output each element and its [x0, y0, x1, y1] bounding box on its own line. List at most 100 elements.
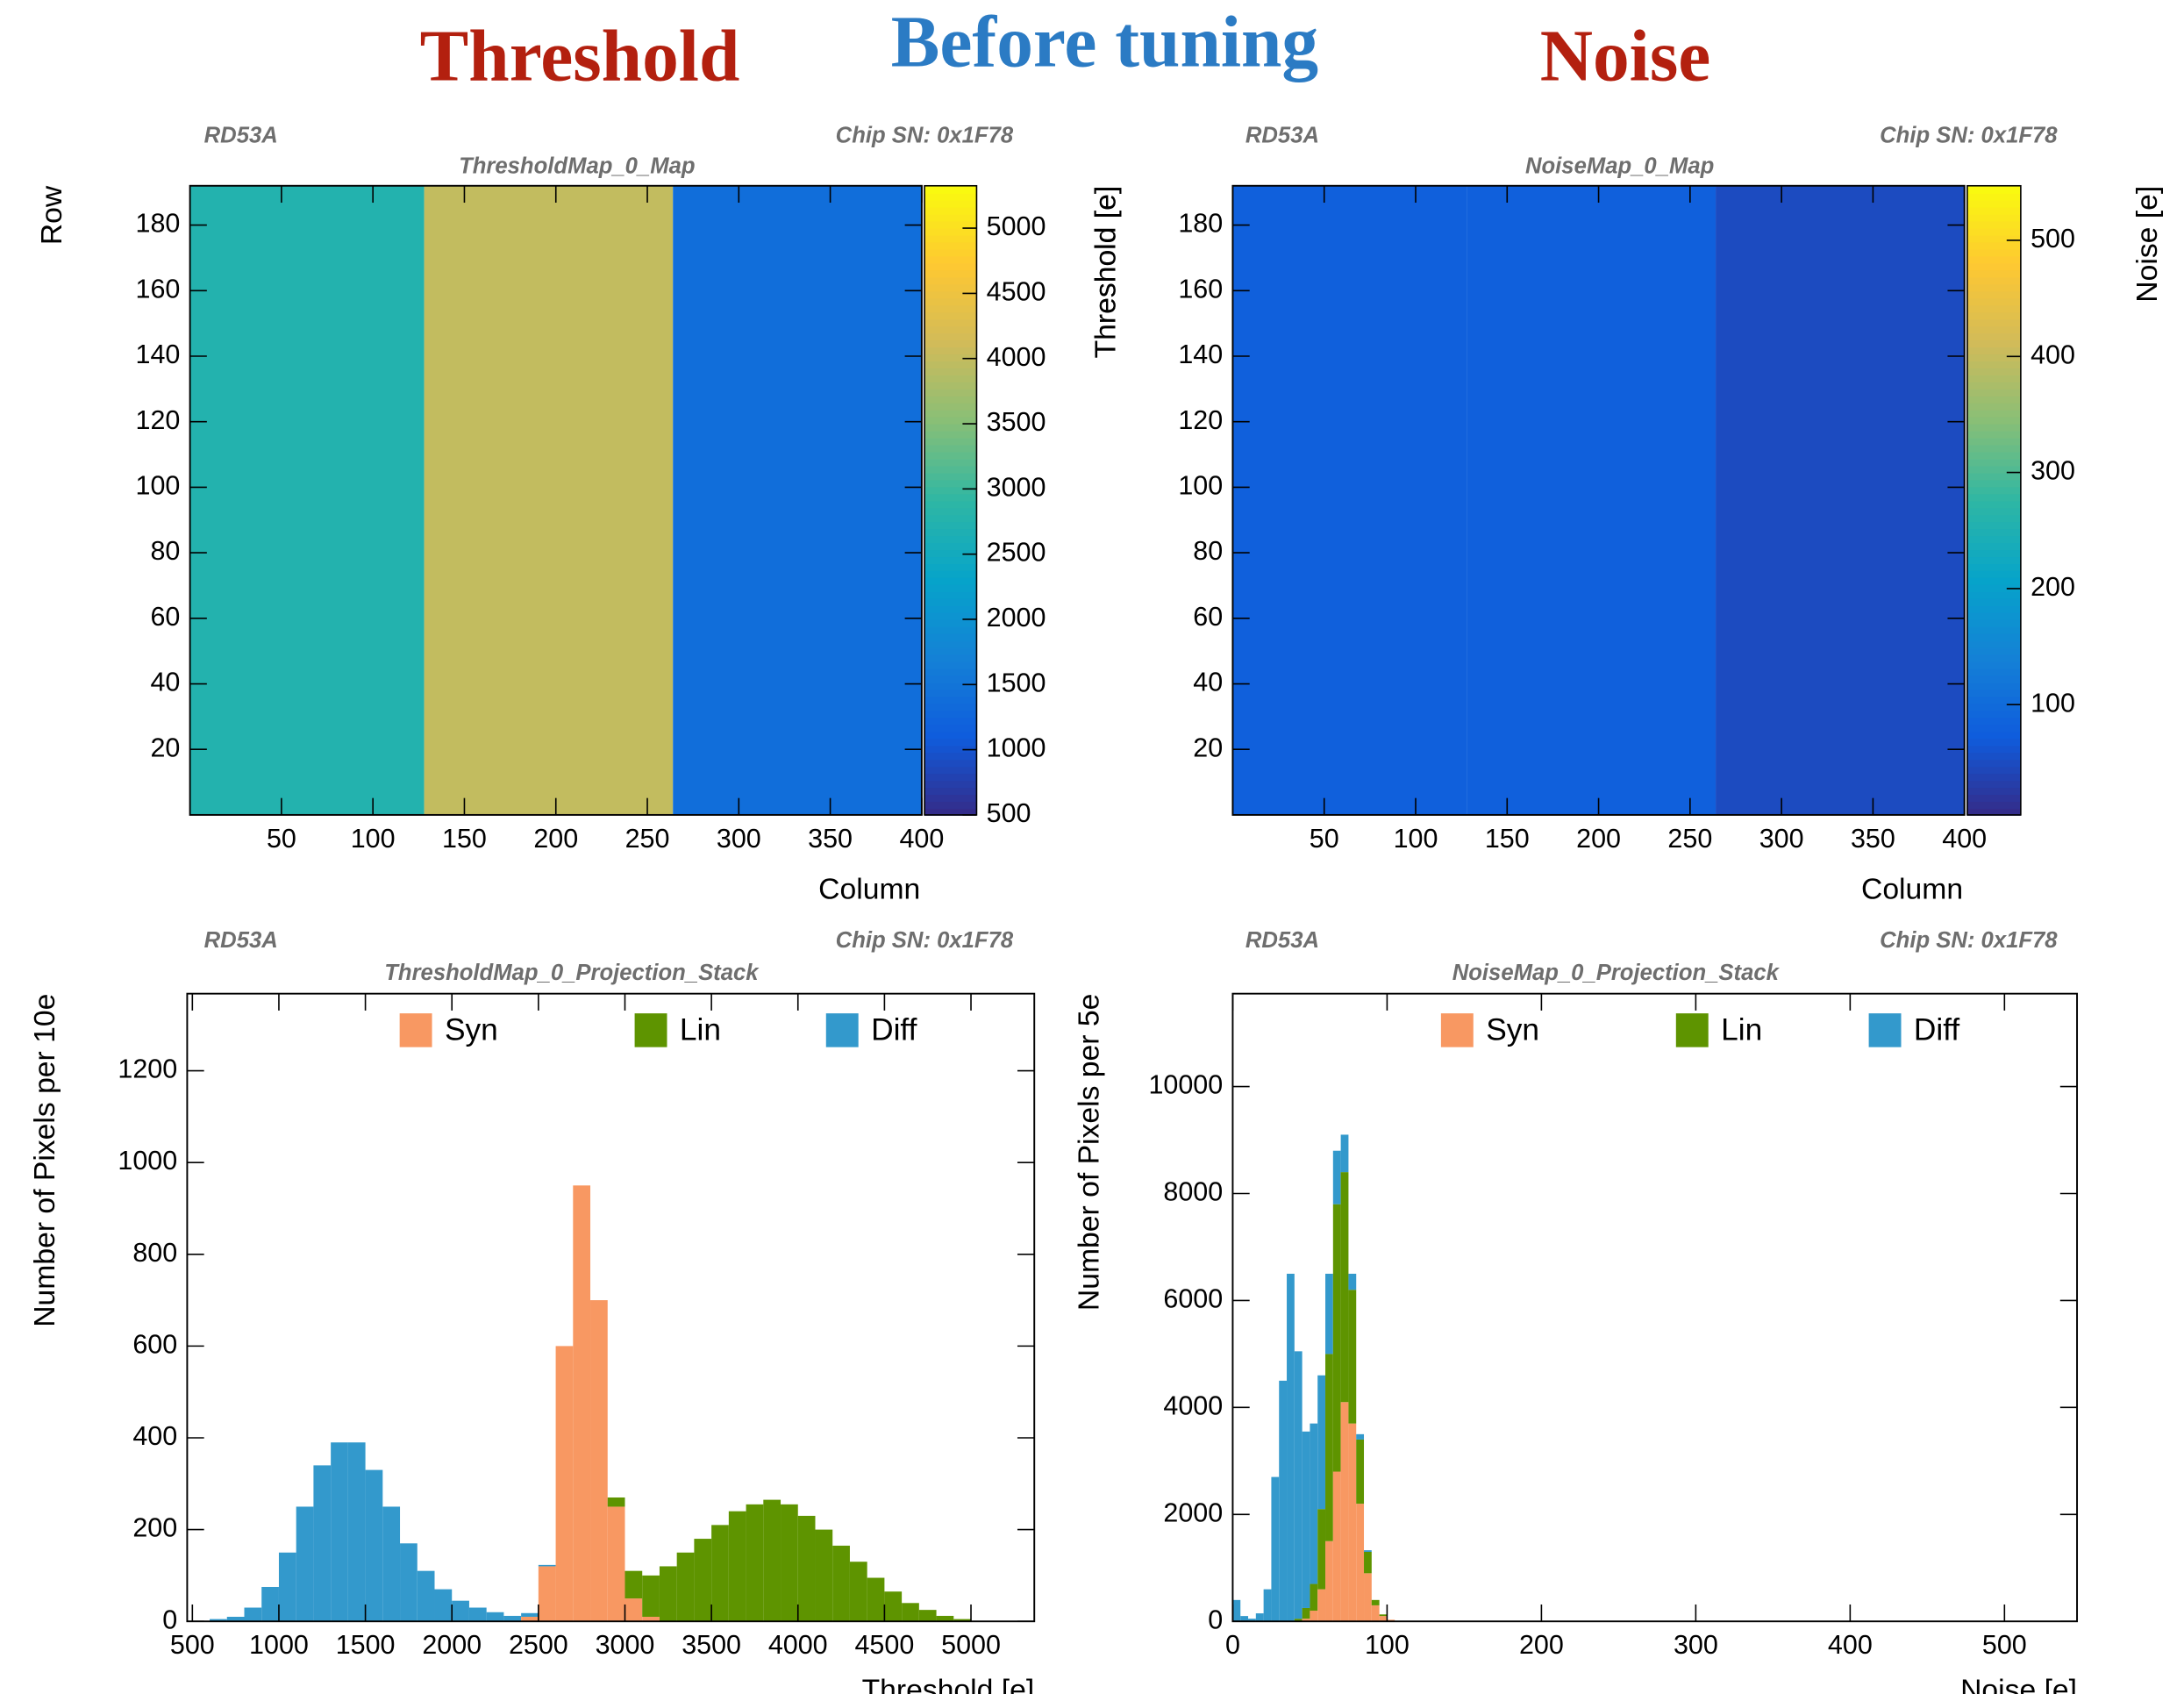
- experiment-label: RD53A: [204, 123, 278, 147]
- heading-right: Noise: [1540, 16, 1711, 96]
- colorbar-strip: [1966, 766, 2021, 775]
- colorbar-strip: [924, 199, 977, 208]
- colorbar-strip: [1966, 416, 2021, 425]
- colorbar-strip: [1966, 549, 2021, 558]
- y-tick-label: 40: [150, 668, 180, 697]
- colorbar-strip: [924, 395, 977, 404]
- colorbar-strip: [924, 325, 977, 334]
- colorbar-strip: [924, 192, 977, 201]
- x-tick-label: 100: [1394, 824, 1438, 854]
- plot-title: ThresholdMap_0_Projection_Stack: [384, 961, 760, 985]
- colorbar-strip: [924, 507, 977, 516]
- colorbar-tick-label: 5000: [987, 211, 1046, 241]
- histogram-bar: [659, 1566, 677, 1622]
- colorbar-strip: [1966, 304, 2021, 313]
- x-tick-label: 2500: [509, 1630, 568, 1660]
- colorbar-strip: [924, 794, 977, 802]
- legend-swatch: [825, 1013, 859, 1047]
- histogram-bar: [210, 1619, 227, 1622]
- x-tick-label: 350: [1851, 824, 1895, 854]
- colorbar-tick-label: 500: [2031, 224, 2075, 254]
- colorbar-strip: [1966, 583, 2021, 592]
- colorbar-strip: [924, 318, 977, 327]
- colorbar-strip: [1966, 731, 2021, 740]
- y-axis-label: Row: [36, 185, 68, 245]
- experiment-label: RD53A: [1245, 928, 1319, 953]
- histogram-bar: [1340, 1134, 1349, 1173]
- x-tick-label: 250: [1667, 824, 1712, 854]
- legend-label: Diff: [871, 1012, 917, 1047]
- x-tick-label: 400: [1828, 1630, 1873, 1660]
- colorbar-strip: [1966, 269, 2021, 278]
- colorbar-strip: [924, 542, 977, 551]
- histogram-bar: [902, 1603, 919, 1622]
- colorbar-strip: [1966, 262, 2021, 271]
- histogram-bar: [1325, 1273, 1333, 1354]
- colorbar-strip: [1966, 521, 2021, 530]
- heatmap-band: [1467, 185, 1717, 815]
- y-tick-label: 160: [1178, 274, 1223, 304]
- colorbar-strip: [924, 185, 977, 194]
- histogram-bar: [521, 1616, 539, 1622]
- colorbar-strip: [924, 451, 977, 460]
- histogram-bar: [1232, 1599, 1241, 1622]
- legend-label: Syn: [1486, 1012, 1539, 1047]
- colorbar-strip: [1966, 724, 2021, 733]
- colorbar-strip: [924, 710, 977, 718]
- x-tick-label: 300: [1759, 824, 1804, 854]
- y-axis-label: Threshold [e]: [1090, 186, 1123, 359]
- y-tick-label: 180: [136, 209, 181, 239]
- colorbar-strip: [1966, 604, 2021, 613]
- colorbar-strip: [1966, 807, 2021, 816]
- colorbar-strip: [924, 514, 977, 523]
- colorbar-strip: [1966, 185, 2021, 194]
- colorbar-strip: [924, 528, 977, 537]
- colorbar-strip: [924, 430, 977, 439]
- colorbar-strip: [1966, 367, 2021, 375]
- colorbar-strip: [1966, 689, 2021, 697]
- histogram-bar: [1279, 1380, 1288, 1622]
- colorbar-strip: [924, 360, 977, 368]
- colorbar-strip: [924, 241, 977, 250]
- histogram-bar: [1317, 1589, 1326, 1622]
- heatmap-band: [1232, 185, 1467, 815]
- chip-label: Chip SN: 0x1F78: [1880, 928, 2058, 953]
- y-tick-label: 600: [132, 1329, 177, 1359]
- experiment-label: RD53A: [1245, 123, 1319, 147]
- histogram-bar: [1271, 1476, 1280, 1622]
- x-tick-label: 3500: [682, 1630, 741, 1660]
- histogram-bar: [573, 1185, 591, 1622]
- x-tick-label: 200: [533, 824, 578, 854]
- colorbar-strip: [924, 618, 977, 627]
- colorbar-strip: [1966, 430, 2021, 439]
- x-tick-label: 4500: [854, 1630, 914, 1660]
- colorbar-strip: [924, 269, 977, 278]
- histogram-bar: [486, 1612, 504, 1622]
- colorbar-strip: [1966, 318, 2021, 327]
- colorbar-tick-label: 4500: [987, 276, 1046, 306]
- histogram-bar: [313, 1465, 332, 1622]
- colorbar-strip: [924, 206, 977, 215]
- x-tick-label: 350: [808, 824, 853, 854]
- colorbar-strip: [924, 290, 977, 299]
- histogram-bar: [1379, 1616, 1388, 1622]
- histogram-bar: [1371, 1599, 1380, 1605]
- colorbar-strip: [924, 583, 977, 592]
- colorbar-strip: [924, 444, 977, 453]
- y-tick-label: 6000: [1163, 1283, 1223, 1313]
- x-axis-label: Noise [e]: [1960, 1674, 2077, 1694]
- histogram-bar: [607, 1497, 625, 1507]
- plot-frame: [1231, 992, 2079, 1623]
- colorbar-strip: [1966, 388, 2021, 397]
- histogram-bar: [296, 1506, 314, 1622]
- colorbar-strip: [924, 647, 977, 655]
- histogram-bar: [555, 1346, 574, 1622]
- histogram-bar: [434, 1589, 453, 1622]
- colorbar-strip: [1966, 703, 2021, 711]
- histogram-bar: [694, 1539, 712, 1622]
- y-tick-label: 60: [150, 602, 180, 632]
- histogram-bar: [1325, 1354, 1333, 1541]
- colorbar-tick-label: 3000: [987, 472, 1046, 502]
- colorbar-strip: [1966, 354, 2021, 361]
- colorbar-tick-label: 200: [2031, 572, 2075, 602]
